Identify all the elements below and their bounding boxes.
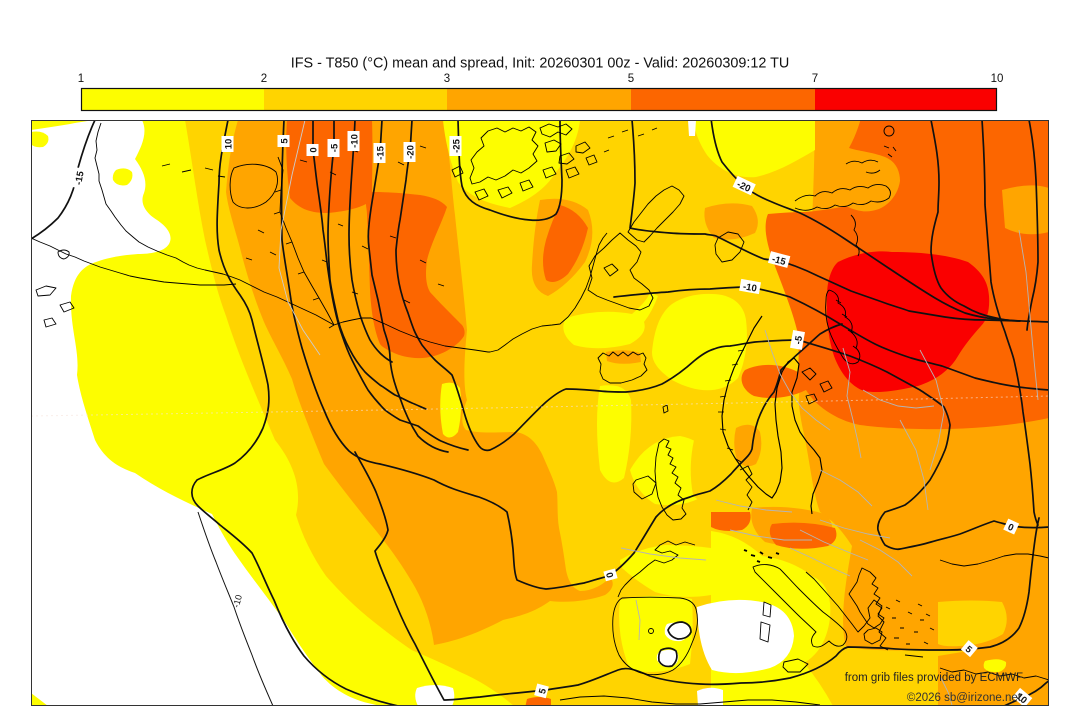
svg-text:-10: -10 bbox=[231, 594, 244, 609]
svg-text:2: 2 bbox=[261, 73, 267, 85]
svg-text:-25: -25 bbox=[452, 138, 463, 152]
svg-text:10: 10 bbox=[1014, 691, 1029, 706]
svg-text:7: 7 bbox=[812, 73, 818, 85]
svg-text:5: 5 bbox=[280, 138, 291, 144]
svg-text:1: 1 bbox=[78, 73, 84, 85]
svg-text:-5: -5 bbox=[793, 334, 805, 345]
svg-text:-15: -15 bbox=[771, 254, 788, 268]
svg-text:10: 10 bbox=[224, 139, 235, 150]
svg-text:0: 0 bbox=[1006, 522, 1015, 534]
svg-text:10: 10 bbox=[991, 73, 1004, 85]
svg-text:©2026 sb@irizone.net: ©2026 sb@irizone.net bbox=[907, 692, 1022, 704]
svg-text:5: 5 bbox=[963, 644, 975, 656]
svg-text:5: 5 bbox=[537, 687, 549, 696]
svg-text:0: 0 bbox=[603, 571, 615, 579]
svg-text:3: 3 bbox=[444, 73, 450, 85]
svg-text:IFS - T850 (°C) mean and sprea: IFS - T850 (°C) mean and spread, Init: 2… bbox=[291, 56, 790, 72]
svg-text:-5: -5 bbox=[330, 143, 341, 152]
svg-text:5: 5 bbox=[628, 73, 634, 85]
svg-text:-15: -15 bbox=[376, 145, 387, 159]
svg-text:from grib files provided by EC: from grib files provided by ECMWF bbox=[845, 672, 1023, 684]
svg-text:0: 0 bbox=[309, 147, 320, 152]
svg-text:-10: -10 bbox=[350, 134, 361, 148]
svg-text:-20: -20 bbox=[735, 179, 752, 195]
svg-text:-15: -15 bbox=[73, 170, 86, 186]
svg-text:-10: -10 bbox=[742, 281, 757, 294]
svg-text:-20: -20 bbox=[406, 145, 417, 159]
